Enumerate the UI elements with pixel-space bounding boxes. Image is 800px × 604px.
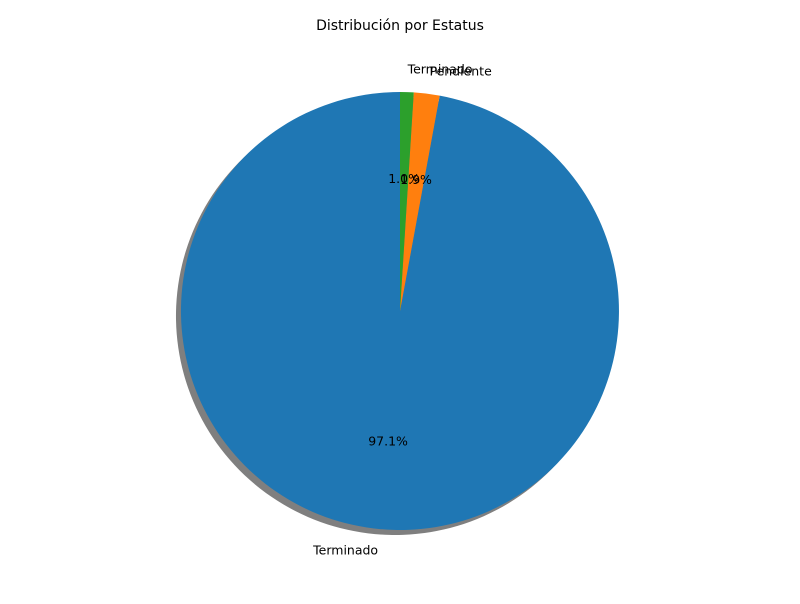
pie-slice xyxy=(400,92,414,311)
slice-percent-label: 97.1% xyxy=(368,433,408,448)
pie-labels: Terminado 97.1% Pendiente 1.9% Terminado 1.0% xyxy=(312,62,492,558)
pie-slice xyxy=(400,92,440,312)
slice-percent-label: 1.0% xyxy=(388,171,420,186)
pie-slice xyxy=(180,92,619,530)
slice-label: Terminado xyxy=(407,62,473,77)
chart-title: Distribución por Estatus xyxy=(316,18,484,34)
slice-label: Terminado xyxy=(312,542,378,557)
slice-percent-label: 1.9% xyxy=(400,172,432,187)
slice-label: Pendiente xyxy=(429,63,492,78)
pie-slices xyxy=(180,92,619,530)
